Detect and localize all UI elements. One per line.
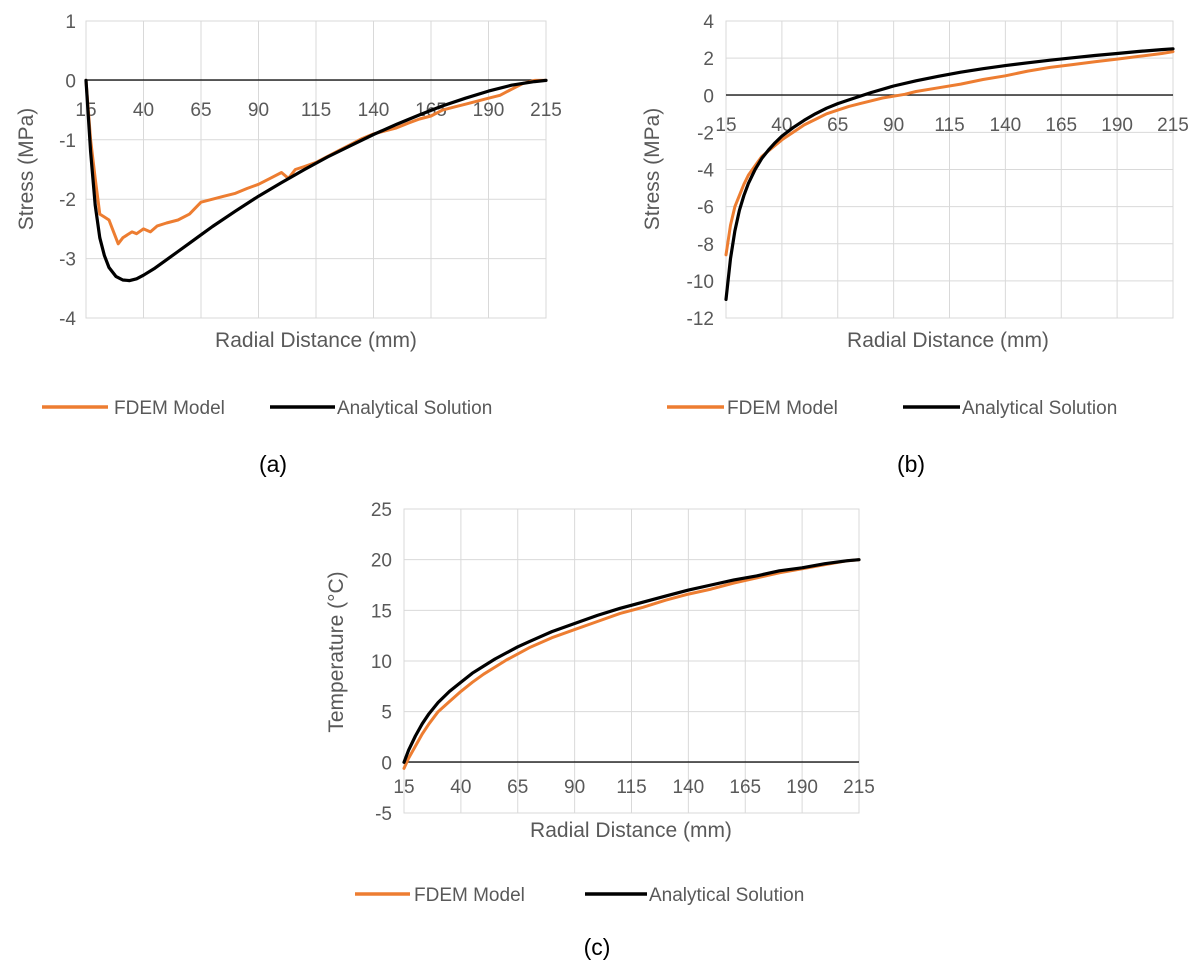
y-tick-label: -2 (697, 123, 714, 144)
x-tick-label: 65 (507, 777, 528, 798)
x-tick-label: 165 (729, 777, 761, 798)
y-ticks-c: 25 20 15 10 5 0 -5 (371, 500, 392, 825)
y-tick-label: -4 (59, 309, 76, 330)
y-tick-label: -3 (59, 250, 76, 271)
y-tick-label: 5 (381, 703, 392, 724)
series-line-fdem-model (402, 558, 861, 770)
chart-c: 15 40 65 90 115 140 165 190 215 25 20 15 10 5 0 -5 Tem… (325, 500, 875, 960)
plot-area-c (403, 508, 860, 814)
x-ticks-b: 15 40 65 90 115 140 165 190 215 (715, 115, 1188, 136)
x-tick-label: 15 (715, 115, 736, 136)
chart-b: 15 40 65 90 115 140 165 190 215 4 2 0 -2 -4 -6 -8 -10 -1… (641, 12, 1189, 477)
x-axis-title-c: Radial Distance (mm) (530, 819, 732, 842)
x-tick-label: 165 (1045, 115, 1077, 136)
legend-a: FDEM Model Analytical Solution (42, 398, 492, 419)
series-line-analytical-solution (84, 78, 548, 283)
x-tick-label: 90 (883, 115, 904, 136)
legend-b-fdem-label: FDEM Model (727, 398, 838, 419)
series-a (84, 78, 548, 283)
x-tick-label: 140 (673, 777, 705, 798)
y-axis-title-a: Stress (MPa) (15, 108, 38, 231)
series-line-analytical-solution (724, 47, 1175, 301)
y-tick-label: -8 (697, 235, 714, 256)
x-ticks-c: 15 40 65 90 115 140 165 190 215 (393, 777, 874, 798)
legend-b-analytical-label: Analytical Solution (962, 398, 1117, 419)
x-tick-label: 115 (934, 115, 964, 136)
caption-c: (c) (584, 934, 611, 960)
x-tick-label: 90 (564, 777, 585, 798)
plot-area-a (85, 20, 547, 319)
series-line-fdem-model (724, 50, 1175, 257)
y-tick-label: 10 (371, 652, 392, 673)
x-tick-label: 40 (450, 777, 471, 798)
y-ticks-a: 1 0 -1 -2 -3 -4 (59, 12, 76, 330)
x-tick-label: 215 (1157, 115, 1189, 136)
gridlines-a (85, 20, 547, 319)
y-tick-label: 1 (65, 12, 76, 33)
chart-a: 15 40 65 90 115 140 165 190 215 10-1-2-3-4 Stres… (15, 12, 562, 477)
x-tick-label: 115 (301, 100, 331, 121)
y-tick-label: 0 (703, 86, 714, 107)
y-tick-label: -5 (375, 804, 392, 825)
plot-area-b (725, 20, 1174, 319)
x-tick-label: 65 (827, 115, 848, 136)
legend-b: FDEM Model Analytical Solution (667, 398, 1117, 419)
x-tick-label: 90 (248, 100, 269, 121)
x-tick-label: 40 (133, 100, 154, 121)
x-ticks-a: 15 40 65 90 115 140 165 190 215 (75, 100, 561, 121)
series-b (724, 47, 1175, 301)
x-tick-label: 140 (990, 115, 1022, 136)
legend-c-analytical-label: Analytical Solution (649, 885, 804, 906)
x-tick-label: 140 (358, 100, 390, 121)
caption-a: (a) (259, 451, 287, 477)
y-tick-label: 20 (371, 551, 392, 572)
y-tick-label: -10 (687, 272, 714, 293)
y-tick-label: 0 (381, 753, 392, 774)
y-ticks-b: 4 2 0 -2 -4 -6 -8 -10 -12 (687, 12, 715, 330)
x-tick-label: 215 (530, 100, 562, 121)
legend-a-fdem-label: FDEM Model (114, 398, 225, 419)
x-tick-label: 65 (190, 100, 211, 121)
x-tick-label: 15 (393, 777, 414, 798)
x-tick-label: 190 (473, 100, 505, 121)
y-tick-label: -2 (59, 190, 76, 211)
y-tick-label: 4 (703, 12, 714, 33)
series-line-fdem-model (84, 78, 548, 246)
x-tick-label: 215 (843, 777, 875, 798)
y-tick-label: -6 (697, 198, 714, 219)
gridlines-c (403, 508, 860, 814)
x-tick-label: 115 (616, 777, 646, 798)
series-line-analytical-solution (402, 558, 861, 764)
x-tick-label: 190 (1101, 115, 1133, 136)
x-tick-label: 40 (771, 115, 792, 136)
legend-c-fdem-label: FDEM Model (414, 885, 525, 906)
y-tick-label: -12 (687, 309, 714, 330)
series-c (402, 558, 861, 770)
legend-a-analytical-label: Analytical Solution (337, 398, 492, 419)
x-axis-title-a: Radial Distance (mm) (215, 329, 417, 352)
y-tick-label: 0 (65, 71, 76, 92)
x-axis-title-b: Radial Distance (mm) (847, 329, 1049, 352)
y-tick-label: 15 (371, 601, 392, 622)
legend-c: FDEM Model Analytical Solution (355, 885, 804, 906)
y-tick-label: 2 (703, 49, 714, 70)
y-axis-title-c: Temperature (°C) (325, 571, 348, 732)
x-tick-label: 15 (75, 100, 96, 121)
y-tick-label: -4 (697, 161, 714, 182)
y-tick-label: -1 (59, 131, 76, 152)
caption-b: (b) (897, 451, 925, 477)
gridlines-b (725, 20, 1174, 319)
y-axis-title-b: Stress (MPa) (641, 108, 664, 231)
y-tick-label: 25 (371, 500, 392, 521)
x-tick-label: 190 (786, 777, 818, 798)
